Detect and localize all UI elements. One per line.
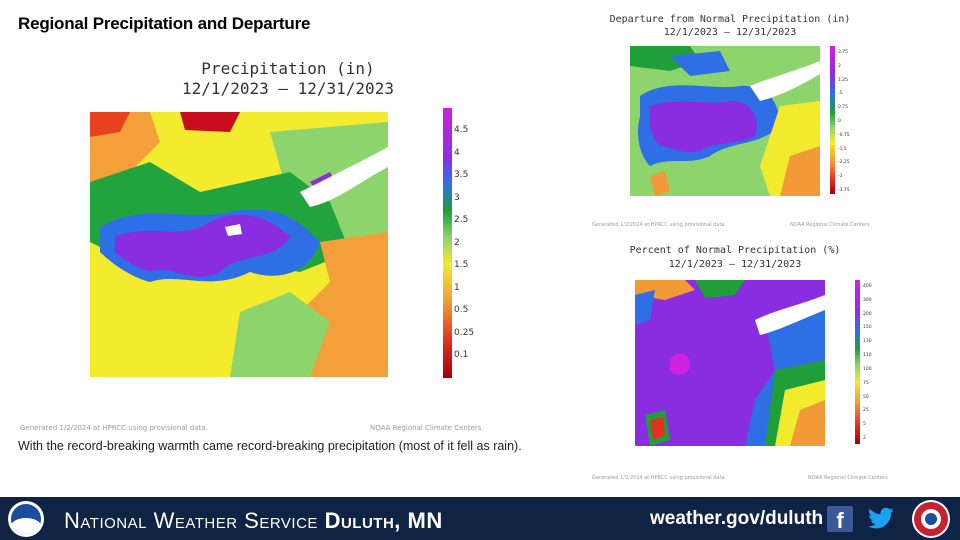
nws-org-name: National Weather Service (64, 508, 318, 533)
precipitation-footnote-right: NOAA Regional Climate Centers (370, 424, 482, 432)
departure-legend-label: -3.75 (838, 188, 850, 193)
percent-legend-label: 2 (863, 436, 866, 441)
facebook-icon[interactable]: f (827, 506, 853, 533)
precip-legend-label: 0.1 (454, 350, 469, 360)
departure-map-panel: Departure from Normal Precipitation (in)… (580, 10, 880, 220)
precip-legend-label: 0.25 (454, 327, 475, 338)
percent-footnote-right: NOAA Regional Climate Centers (808, 475, 888, 481)
precip-legend-label: 0.5 (454, 305, 469, 315)
slide-title: Regional Precipitation and Departure (18, 14, 311, 33)
percent-map-panel: Percent of Normal Precipitation (%) 12/1… (585, 240, 885, 470)
nws-logo (912, 500, 950, 538)
percent-legend-label: 150 (863, 325, 872, 331)
departure-map-dates: 12/1/2023 – 12/31/2023 (663, 27, 797, 38)
departure-legend-label: -0.75 (838, 132, 850, 138)
precip-legend-label: 2 (454, 237, 460, 248)
nws-office-name: Duluth, MN (324, 508, 443, 533)
percent-legend-label: 50 (863, 394, 869, 400)
precip-legend-label: 2.5 (454, 215, 469, 225)
office-website-link[interactable]: weather.gov/duluth (650, 508, 824, 529)
departure-legend-label: 2 (838, 63, 841, 69)
precip-legend-label: 1.5 (454, 260, 469, 270)
precip-legend-label: 1 (454, 282, 460, 293)
nws-office-title: National Weather Service Duluth, MN (64, 508, 443, 534)
precip-legend-label: 3.5 (454, 170, 469, 180)
percent-map-title: Percent of Normal Precipitation (%) (629, 245, 841, 256)
departure-legend-label: .5 (838, 91, 843, 97)
departure-legend-label: -1.5 (838, 146, 847, 152)
departure-legend-bar (830, 46, 835, 194)
percent-legend-label: 400 (863, 284, 872, 289)
percent-map (635, 280, 825, 446)
percent-legend-label: 25 (863, 408, 869, 414)
departure-map-title: Departure from Normal Precipitation (in) (609, 14, 851, 25)
precipitation-map-title: Precipitation (in) (201, 59, 375, 78)
departure-map (630, 46, 820, 196)
percent-legend-label: 110 (863, 353, 872, 359)
departure-legend-label: -3 (838, 174, 843, 180)
departure-legend-label: -2.25 (838, 160, 850, 166)
noaa-logo (8, 501, 44, 537)
departure-footnote-right: NOAA Regional Climate Centers (790, 222, 870, 228)
percent-legend-label: 130 (863, 339, 872, 345)
precip-legend-label: 4.5 (454, 125, 469, 135)
percent-legend-label: 5 (863, 422, 866, 428)
precipitation-map-dates: 12/1/2023 – 12/31/2023 (182, 79, 394, 98)
percent-legend-label: 75 (863, 380, 869, 386)
precipitation-map-panel: Precipitation (in) 12/1/2023 – 12/31/202… (88, 55, 488, 435)
departure-legend-label: 1.25 (838, 77, 849, 83)
precip-legend-label: 4 (454, 147, 460, 158)
precipitation-legend-bar (443, 108, 452, 378)
percent-footnote-left: Generated 1/2/2024 at HPRCC using provis… (592, 475, 727, 481)
percent-map-dates: 12/1/2023 – 12/31/2023 (668, 259, 802, 270)
nws-footer-banner: National Weather Service Duluth, MN weat… (0, 497, 960, 540)
departure-footnote-left: Generated 1/2/2024 at HPRCC using provis… (592, 222, 727, 228)
percent-legend-bar (855, 280, 860, 444)
precip-legend-label: 3 (454, 192, 460, 203)
slide-caption: With the record-breaking warmth came rec… (18, 439, 522, 453)
departure-legend-label: 0 (838, 119, 841, 124)
departure-legend-label: 0.75 (838, 105, 849, 111)
twitter-icon[interactable] (866, 505, 896, 533)
precipitation-footnote-left: Generated 1/2/2024 at HPRCC using provis… (20, 424, 208, 432)
percent-legend-label: 300 (863, 297, 872, 303)
percent-legend-label: 200 (863, 311, 872, 317)
departure-legend-label: 3.75 (838, 50, 849, 55)
percent-legend-label: 100 (863, 366, 872, 372)
precipitation-map (90, 112, 388, 377)
